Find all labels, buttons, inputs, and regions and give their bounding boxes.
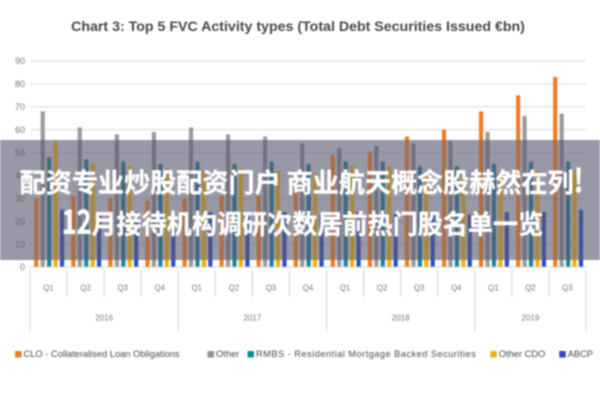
svg-text:Other: Other [216,349,239,359]
svg-text:Other CDO: Other CDO [499,349,546,359]
svg-text:Chart 3: Top 5 FVC Activity ty: Chart 3: Top 5 FVC Activity types (Total… [71,19,525,35]
svg-text:2016: 2016 [95,314,113,323]
svg-text:Q1: Q1 [340,284,350,293]
svg-text:Q4: Q4 [155,284,166,293]
svg-text:2017: 2017 [244,314,262,323]
svg-text:Q2: Q2 [80,284,90,293]
svg-text:Q4: Q4 [303,284,314,293]
svg-text:Q3: Q3 [414,284,424,293]
svg-text:ABCP: ABCP [568,349,593,359]
svg-text:RMBS - Residential Mortgage Ba: RMBS - Residential Mortgage Backed Secur… [256,349,476,359]
svg-text:CLO - Collateralised Loan Obli: CLO - Collateralised Loan Obligations [24,349,180,359]
svg-text:90: 90 [15,56,25,66]
svg-text:Q2: Q2 [229,284,239,293]
svg-text:Q3: Q3 [117,284,127,293]
svg-text:2019: 2019 [522,314,540,323]
svg-text:Q1: Q1 [488,284,498,293]
svg-text:70: 70 [15,102,25,112]
svg-text:Q1: Q1 [192,284,202,293]
svg-text:2018: 2018 [392,314,410,323]
svg-text:0: 0 [20,262,25,272]
svg-text:Q3: Q3 [266,284,276,293]
svg-text:60: 60 [15,125,25,135]
svg-text:80: 80 [15,79,25,89]
svg-text:Q3: Q3 [562,284,572,293]
svg-text:Q4: Q4 [451,284,462,293]
svg-text:Q2: Q2 [377,284,387,293]
svg-text:Q1: Q1 [43,284,53,293]
svg-text:Q2: Q2 [525,284,535,293]
